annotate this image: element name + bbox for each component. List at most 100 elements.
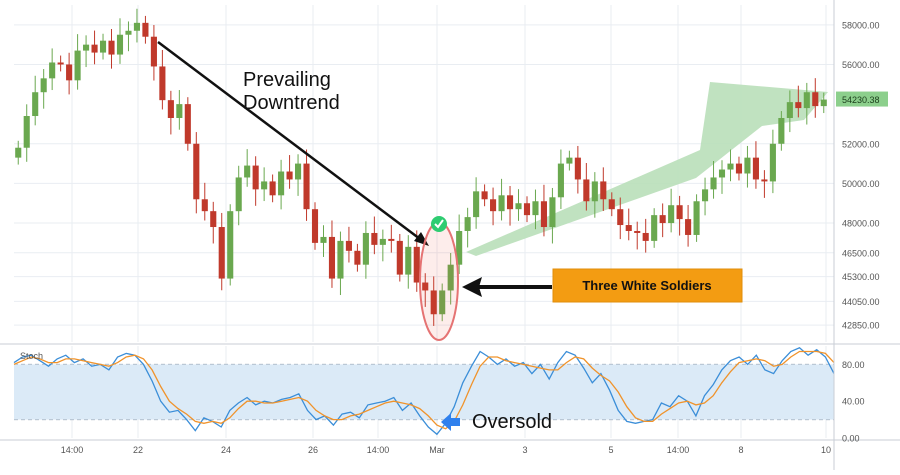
candle-body [786, 102, 793, 118]
candle-body [769, 143, 776, 182]
candle-body [523, 203, 531, 216]
time-tick-label: 14:00 [61, 445, 84, 455]
candle-body [294, 163, 302, 180]
price-tick-label: 56000.00 [842, 60, 880, 70]
candle-body [311, 209, 319, 243]
candle-body [439, 290, 446, 315]
candle-body [379, 238, 386, 245]
uptrend-arrow [466, 82, 828, 256]
candle-body [23, 116, 30, 148]
time-tick-label: Mar [429, 445, 445, 455]
time-tick-label: 8 [738, 445, 743, 455]
candle-body [820, 99, 827, 107]
price-tick-label: 42850.00 [842, 321, 880, 331]
stoch-band [14, 364, 834, 420]
time-tick-label: 26 [308, 445, 318, 455]
candle-body [91, 44, 98, 53]
price-tick-label: 50000.00 [842, 179, 880, 189]
candle-body [261, 181, 268, 190]
candle-body [447, 264, 454, 291]
candle-body [150, 36, 157, 67]
stoch-tick-label: 80.00 [842, 360, 865, 370]
time-tick-label: 14:00 [667, 445, 690, 455]
candle-body [345, 240, 352, 251]
candle-body [184, 104, 191, 144]
candle-body [210, 211, 217, 228]
pattern-callout-box [552, 268, 743, 303]
stoch-tick-label: 0.00 [842, 434, 860, 444]
candle-body [676, 205, 683, 220]
candle-body [49, 62, 56, 79]
candle-body [244, 165, 251, 178]
candle-body [583, 179, 590, 202]
candle-body [668, 205, 675, 224]
candle-body [659, 215, 666, 224]
candle-body [761, 179, 768, 182]
candle-body [413, 246, 420, 283]
candle-body [108, 40, 115, 55]
candle-body [142, 22, 149, 37]
candle-body [57, 62, 64, 65]
candle-body [15, 147, 22, 158]
candle-body [540, 201, 548, 228]
candle-body [642, 232, 649, 241]
candle-body [685, 219, 692, 235]
oversold-label: Oversold [472, 411, 552, 433]
candle-body [506, 195, 514, 210]
price-tick-label: 58000.00 [842, 20, 880, 30]
candle-body [354, 250, 361, 265]
candle-body [591, 181, 598, 202]
candle-body [159, 66, 166, 101]
price-tick-label: 44050.00 [842, 297, 880, 307]
candle-body [269, 181, 276, 196]
candle-body [456, 230, 463, 265]
candle-body [651, 215, 658, 241]
candle-body [718, 169, 726, 178]
candle-body [405, 246, 412, 275]
candle-body [422, 282, 429, 291]
candle-body [32, 92, 39, 117]
pattern-callout-label: Three White Soldiers [582, 278, 711, 293]
candle-body [701, 189, 709, 202]
candle-body [752, 157, 759, 180]
prevailing-label: Prevailing [243, 69, 331, 91]
candle-body [388, 238, 395, 241]
candle-body [99, 40, 107, 53]
pattern-highlight-ellipse [419, 221, 459, 341]
candle-body [252, 165, 259, 190]
candle-body [778, 117, 785, 144]
candle-body [600, 181, 607, 200]
candle-body [116, 34, 124, 55]
stoch-k-line [13, 347, 835, 436]
candle-body [235, 177, 242, 212]
candle-body [286, 171, 293, 180]
candle-body [362, 232, 369, 265]
candle-body [176, 104, 183, 118]
stoch-layer [13, 347, 835, 436]
candle-body [473, 191, 480, 218]
candle-body [430, 290, 437, 315]
price-tick-label: 54230.38 [842, 95, 880, 105]
stoch-d-line [13, 350, 835, 430]
candle-body [498, 195, 505, 212]
candle-body [634, 230, 641, 233]
candle-body [371, 232, 378, 245]
candle-body [532, 201, 539, 216]
time-tick-label: 22 [133, 445, 143, 455]
candle-body [693, 201, 700, 235]
candle-body [625, 225, 632, 231]
check-circle-icon [431, 216, 447, 232]
price-tick-label: 46500.00 [842, 248, 880, 258]
time-tick-label: 10 [821, 445, 831, 455]
candle-body [227, 211, 234, 279]
time-tick-label: 24 [221, 445, 231, 455]
left-arrow-icon [441, 413, 460, 431]
candle-body [328, 236, 336, 279]
time-tick-label: 3 [522, 445, 527, 455]
candle-body [303, 163, 310, 210]
current-price-badge [836, 91, 888, 107]
candle-body [83, 44, 90, 51]
price-tick-label: 48000.00 [842, 219, 880, 229]
